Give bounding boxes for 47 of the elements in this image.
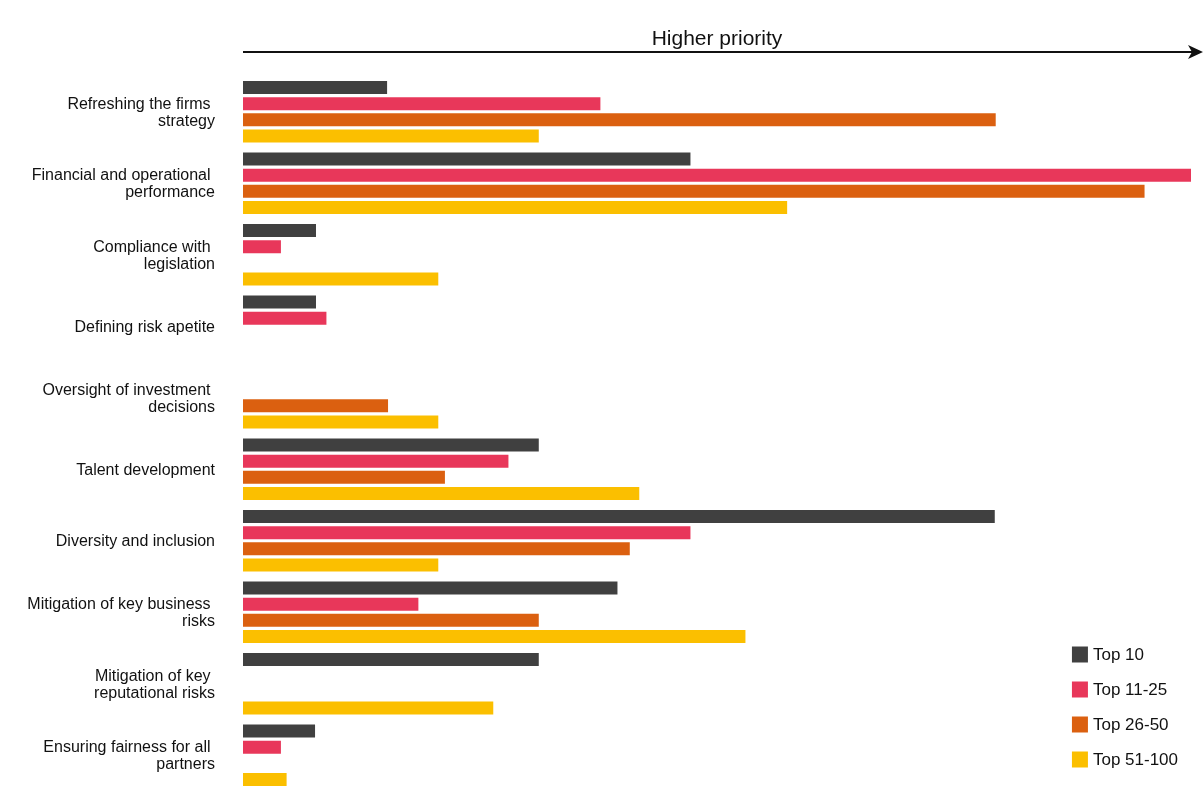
bar [243, 201, 788, 214]
bar [243, 240, 281, 254]
bar [243, 97, 601, 111]
bar [243, 510, 995, 523]
y-tick-label: Financial and operational performance [31, 166, 216, 201]
bar [243, 295, 316, 309]
y-tick-label: Oversight of investment decisions [42, 380, 215, 415]
y-tick-label: Compliance with legislation [93, 237, 215, 272]
y-tick-label: Mitigation of key business risks [27, 595, 215, 630]
bar [243, 438, 539, 452]
bar [243, 129, 539, 143]
bar [243, 415, 439, 429]
legend-label: Top 26-50 [1092, 715, 1169, 734]
y-tick-label: Mitigation of key reputational risks [94, 666, 215, 701]
bar [243, 581, 618, 595]
bar [243, 542, 630, 556]
bar [243, 773, 287, 786]
bar [243, 152, 691, 166]
bar [243, 701, 494, 715]
bar [243, 740, 281, 754]
y-tick-label: Defining risk apetite [74, 317, 216, 335]
bar [243, 224, 316, 237]
bar [243, 454, 509, 468]
legend-label: Top 11-25 [1092, 680, 1168, 699]
bar [243, 184, 1145, 198]
x-axis-title: Higher priority [651, 26, 783, 49]
bar [243, 311, 327, 325]
bar [243, 81, 388, 94]
bar [243, 630, 746, 643]
bar [243, 653, 539, 666]
y-tick-label: Talent development [76, 460, 216, 478]
bar [243, 470, 445, 484]
y-tick-label: Diversity and inclusion [55, 532, 215, 550]
bar [243, 613, 539, 627]
bar [243, 526, 691, 540]
legend-label: Top 51-100 [1092, 750, 1179, 769]
bar [243, 597, 419, 611]
bar [243, 272, 439, 286]
bar [243, 399, 389, 413]
bar [243, 113, 996, 127]
y-tick-label: Refreshing the firms strategy [67, 94, 215, 129]
y-tick-label: Ensuring fairness for all partners [43, 738, 215, 773]
legend-label: Top 10 [1092, 645, 1144, 664]
bar [243, 168, 1191, 182]
bar [243, 487, 640, 500]
bar [243, 724, 316, 738]
bar [243, 558, 439, 572]
